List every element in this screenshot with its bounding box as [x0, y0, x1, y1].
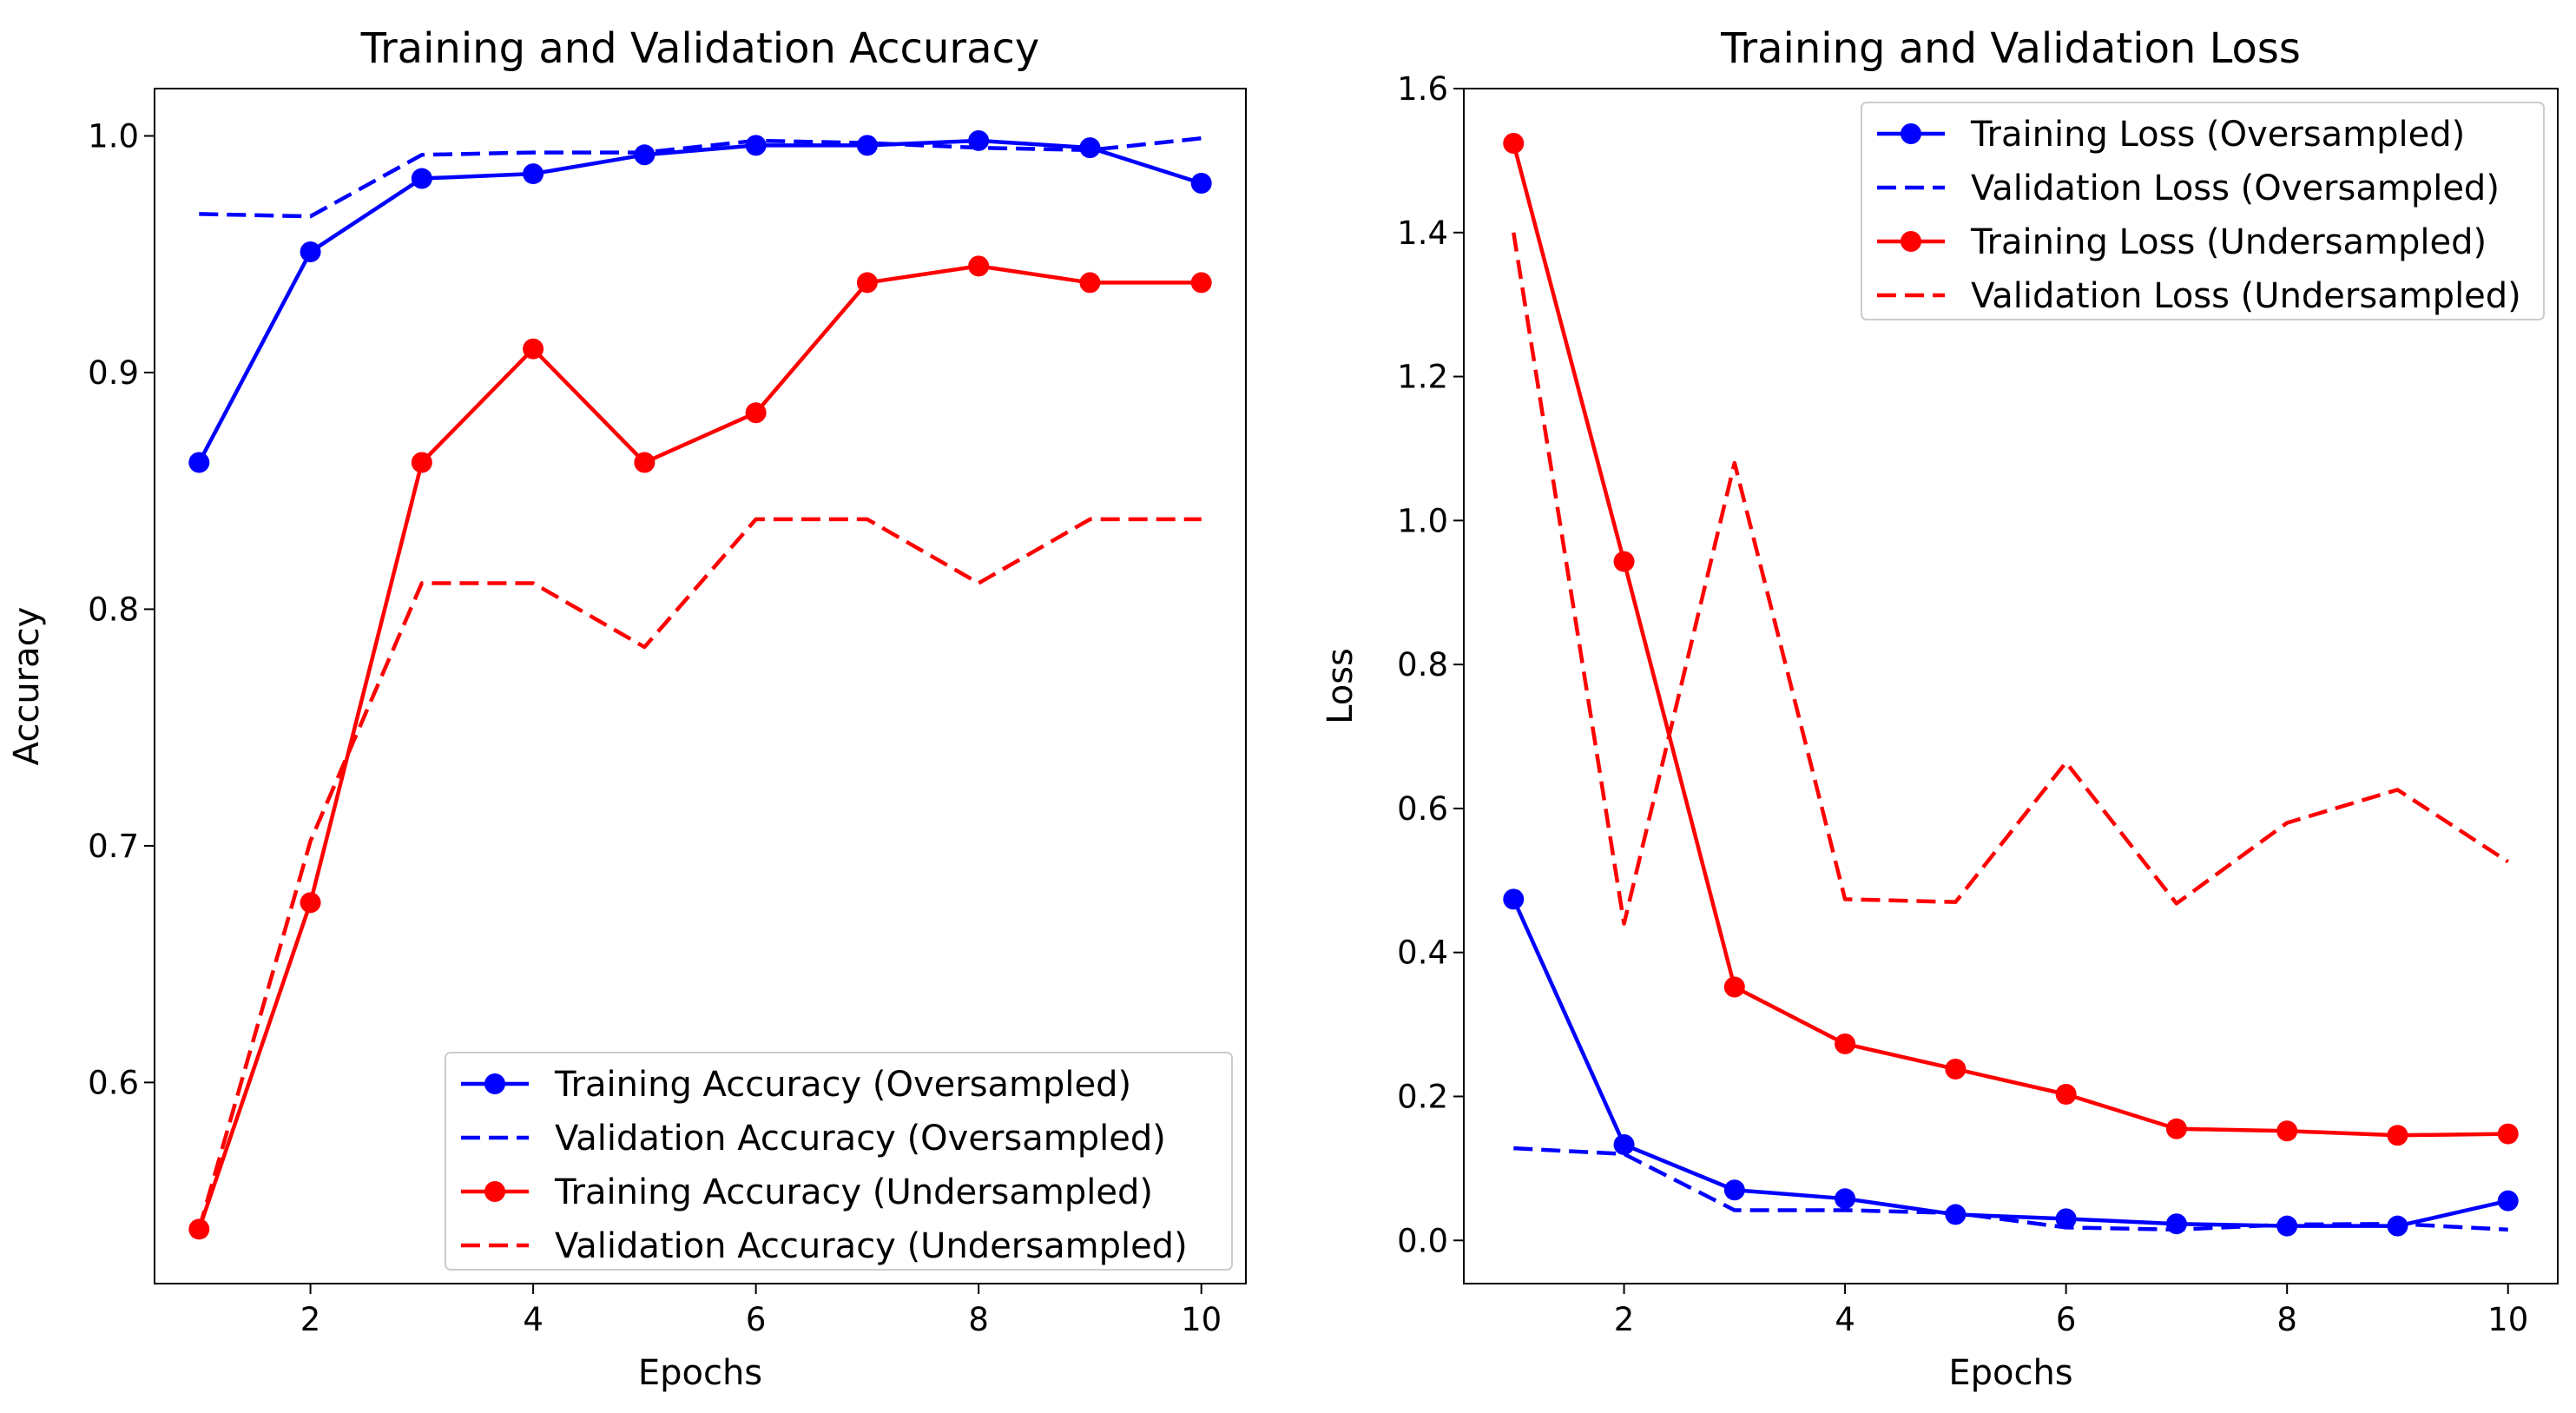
- loss-series-3-point: [1835, 1033, 1856, 1054]
- loss-series-1-point: [1835, 1188, 1856, 1210]
- accuracy-x-tick-label: 4: [523, 1301, 544, 1338]
- accuracy-series-1-point: [856, 135, 878, 156]
- loss-series-3-point: [1945, 1058, 1967, 1080]
- loss-x-axis-label: Epochs: [1948, 1353, 2072, 1393]
- loss-series-line-3: [1512, 142, 2508, 1138]
- accuracy-series-1-point: [634, 144, 656, 166]
- loss-legend-label-3: Training Loss (Undersampled): [1970, 222, 2487, 262]
- accuracy-legend-label-2: Validation Accuracy (Oversampled): [555, 1119, 1166, 1159]
- loss-series-1-point: [2055, 1208, 2077, 1230]
- accuracy-series-line-4: [197, 517, 1202, 1230]
- loss-series-1-point: [1613, 1134, 1635, 1156]
- accuracy-series-3-point: [968, 255, 990, 277]
- loss-plot-frame: [1463, 88, 2559, 1284]
- loss-y-tick-label: 0.0: [1397, 1222, 1448, 1259]
- loss-series-1-point: [1503, 888, 1525, 910]
- loss-series-line-4: [1512, 232, 2509, 926]
- accuracy-x-tick-label: 10: [1181, 1301, 1222, 1338]
- loss-series-line-2: [1513, 1146, 2508, 1232]
- loss-x-tick-label: 2: [1614, 1301, 1635, 1338]
- accuracy-y-tick-label: 0.8: [88, 591, 139, 628]
- accuracy-series-1-point: [188, 452, 210, 473]
- accuracy-series-line-1: [197, 138, 1202, 464]
- accuracy-y-tick-label: 0.9: [88, 354, 139, 392]
- accuracy-series-line-3: [197, 264, 1202, 1231]
- loss-y-tick-label: 1.4: [1397, 215, 1448, 252]
- accuracy-legend-label-1: Training Accuracy (Oversampled): [554, 1065, 1131, 1105]
- loss-series-line-1: [1512, 898, 2509, 1228]
- loss-series-3-point: [2497, 1123, 2519, 1145]
- loss-chart: Training and Validation Loss Epochs Loss 2 4…: [1321, 24, 2559, 1393]
- accuracy-series-1-point: [745, 135, 767, 156]
- accuracy-x-tick-label: 2: [300, 1301, 321, 1338]
- accuracy-x-axis-label: Epochs: [638, 1353, 762, 1393]
- loss-y-tick-label: 1.2: [1397, 359, 1448, 396]
- loss-y-tick-label: 1.0: [1397, 502, 1448, 539]
- loss-y-tick-label: 0.4: [1397, 934, 1448, 972]
- accuracy-x-tick-label: 6: [746, 1301, 767, 1338]
- accuracy-chart-title: Training and Validation Accuracy: [360, 24, 1040, 73]
- loss-y-tick-label: 0.6: [1397, 790, 1448, 828]
- accuracy-series-1-point: [1190, 172, 1212, 194]
- accuracy-series-3-point: [1079, 272, 1101, 294]
- accuracy-series-3-point: [523, 338, 544, 360]
- loss-y-axis-label: Loss: [1321, 648, 1360, 724]
- accuracy-series-1-point: [523, 163, 544, 185]
- accuracy-plot-frame: [154, 88, 1247, 1284]
- accuracy-legend-label-3: Training Accuracy (Undersampled): [554, 1172, 1153, 1212]
- accuracy-series-3-point: [856, 272, 878, 294]
- accuracy-series-line-2: [199, 135, 1202, 219]
- loss-x-tick-label: 6: [2056, 1301, 2077, 1338]
- accuracy-legend-marker-3: [484, 1181, 505, 1202]
- loss-y-tick-label: 1.6: [1397, 70, 1448, 108]
- loss-legend-label-4: Validation Loss (Undersampled): [1971, 276, 2521, 316]
- loss-series-3-point: [1503, 132, 1525, 154]
- accuracy-x-tick-label: 8: [968, 1301, 989, 1338]
- loss-series-1-point: [2387, 1215, 2408, 1237]
- loss-chart-title: Training and Validation Loss: [1720, 24, 2301, 73]
- accuracy-y-tick-label: 1.0: [88, 117, 139, 155]
- accuracy-series-3-point: [1190, 272, 1212, 294]
- loss-x-tick-label: 4: [1835, 1301, 1855, 1338]
- loss-legend-marker-1: [1901, 123, 1921, 144]
- loss-legend-label-1: Training Loss (Oversampled): [1970, 115, 2465, 155]
- loss-series-1-point: [2497, 1190, 2519, 1212]
- loss-y-tick-label: 0.8: [1397, 646, 1448, 683]
- loss-series-3-point: [1613, 551, 1635, 572]
- loss-legend-box: [1861, 102, 2545, 320]
- accuracy-y-tick-label: 0.7: [88, 828, 139, 865]
- loss-series-1-point: [1723, 1179, 1745, 1201]
- accuracy-series-3-point: [634, 452, 656, 473]
- loss-x-tick-label: 10: [2487, 1301, 2528, 1338]
- loss-series-3-point: [1723, 976, 1745, 998]
- accuracy-series-3-point: [745, 402, 767, 424]
- loss-y-tick-label: 0.2: [1397, 1078, 1448, 1115]
- loss-series-3-point: [2165, 1118, 2187, 1139]
- loss-legend-marker-3: [1901, 231, 1921, 252]
- accuracy-legend-label-4: Validation Accuracy (Undersampled): [555, 1226, 1188, 1266]
- loss-series-3-point: [2055, 1083, 2077, 1105]
- accuracy-series-3-point: [411, 452, 432, 473]
- accuracy-y-axis-label: Accuracy: [7, 607, 47, 766]
- accuracy-chart: Training and Validation Accuracy Epochs Ac…: [7, 24, 1247, 1393]
- loss-series-3-point: [2276, 1120, 2298, 1142]
- accuracy-series-3-point: [300, 892, 321, 914]
- accuracy-series-1-point: [1079, 137, 1101, 159]
- accuracy-legend-marker-1: [484, 1073, 505, 1094]
- loss-series-3-point: [2387, 1125, 2408, 1146]
- accuracy-series-1-point: [411, 168, 432, 189]
- loss-x-tick-label: 8: [2276, 1301, 2297, 1338]
- accuracy-legend-box: [445, 1052, 1233, 1271]
- accuracy-series-1-point: [300, 241, 321, 263]
- accuracy-y-tick-label: 0.6: [88, 1064, 139, 1101]
- loss-legend-label-2: Validation Loss (Oversampled): [1971, 168, 2500, 208]
